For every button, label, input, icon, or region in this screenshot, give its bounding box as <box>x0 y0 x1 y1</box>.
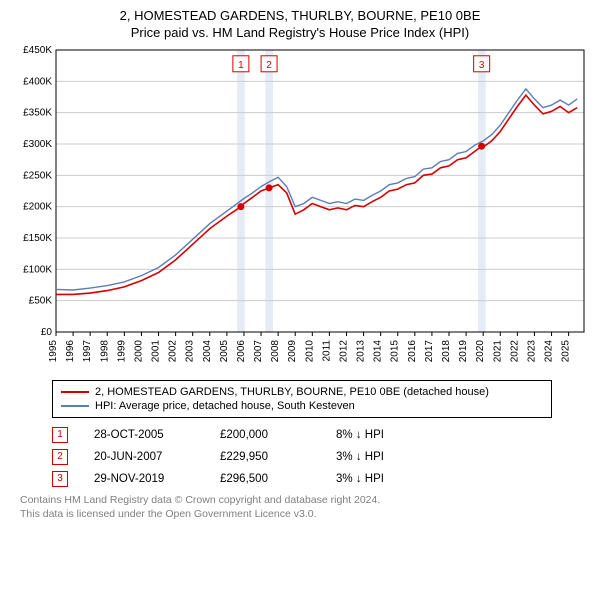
x-tick-label: 2019 <box>458 339 469 362</box>
sale-marker-box: 1 <box>52 427 68 443</box>
legend-label-property: 2, HOMESTEAD GARDENS, THURLBY, BOURNE, P… <box>95 386 489 398</box>
x-tick-label: 2002 <box>168 339 179 362</box>
x-tick-label: 1995 <box>48 339 59 362</box>
sales-row: 3 29-NOV-2019 £296,500 3% ↓ HPI <box>52 468 590 490</box>
chart-area: £0 £50K £100K £150K £200K £250K £300K £350K £400… <box>10 44 590 374</box>
chart-title-line1: 2, HOMESTEAD GARDENS, THURLBY, BOURNE, P… <box>10 8 590 25</box>
x-tick-label: 2020 <box>475 339 486 362</box>
sale-dot <box>266 184 273 191</box>
y-tick-label: £250K <box>23 170 52 181</box>
sale-pct: 3% ↓ HPI <box>336 473 426 485</box>
sales-table: 1 28-OCT-2005 £200,000 8% ↓ HPI 2 20-JUN-2007… <box>52 424 590 490</box>
x-tick-label: 2014 <box>373 339 384 362</box>
sale-price: £200,000 <box>220 429 310 441</box>
sale-band <box>478 50 486 332</box>
x-tick-label: 2004 <box>202 339 213 362</box>
x-tick-label: 2021 <box>492 339 503 362</box>
x-tick-label: 2015 <box>390 339 401 362</box>
sale-date: 28-OCT-2005 <box>94 429 194 441</box>
y-tick-label: £150K <box>23 233 52 244</box>
x-tick-label: 2025 <box>561 339 572 362</box>
sale-marker-num: 1 <box>238 60 244 71</box>
x-tick-label: 2003 <box>185 339 196 362</box>
x-tick-label: 2007 <box>253 339 264 362</box>
x-tick-label: 2008 <box>270 339 281 362</box>
y-tick-label: £50K <box>29 296 53 307</box>
legend-row-hpi: HPI: Average price, detached house, Sout… <box>61 399 543 413</box>
x-tick-label: 2013 <box>356 339 367 362</box>
y-tick-label: £450K <box>23 45 52 56</box>
sale-dot <box>478 143 485 150</box>
y-tick-label: £300K <box>23 139 52 150</box>
y-tick-label: £350K <box>23 108 52 119</box>
sale-dot <box>237 203 244 210</box>
legend-row-property: 2, HOMESTEAD GARDENS, THURLBY, BOURNE, P… <box>61 385 543 399</box>
y-tick-label: £0 <box>41 327 53 338</box>
sale-date: 20-JUN-2007 <box>94 451 194 463</box>
x-tick-label: 1996 <box>65 339 76 362</box>
x-tick-label: 2022 <box>509 339 520 362</box>
x-tick-label: 2005 <box>219 339 230 362</box>
legend-swatch-property <box>61 391 89 393</box>
x-tick-label: 2012 <box>338 339 349 362</box>
sale-marker-num: 3 <box>479 60 485 71</box>
x-tick-label: 2001 <box>151 339 162 362</box>
x-tick-label: 2018 <box>441 339 452 362</box>
y-tick-label: £400K <box>23 76 52 87</box>
y-tick-label: £100K <box>23 264 52 275</box>
x-tick-label: 1999 <box>116 339 127 362</box>
x-tick-label: 2023 <box>526 339 537 362</box>
x-tick-label: 1997 <box>82 339 93 362</box>
sale-band <box>237 50 245 332</box>
y-tick-label: £200K <box>23 202 52 213</box>
sale-marker-num: 2 <box>266 60 272 71</box>
x-tick-label: 2010 <box>304 339 315 362</box>
x-tick-label: 2016 <box>407 339 418 362</box>
sales-row: 1 28-OCT-2005 £200,000 8% ↓ HPI <box>52 424 590 446</box>
sales-row: 2 20-JUN-2007 £229,950 3% ↓ HPI <box>52 446 590 468</box>
x-tick-label: 2009 <box>287 339 298 362</box>
sale-marker-box: 3 <box>52 471 68 487</box>
legend-label-hpi: HPI: Average price, detached house, Sout… <box>95 400 355 412</box>
x-tick-label: 2017 <box>424 339 435 362</box>
x-tick-label: 2006 <box>236 339 247 362</box>
sale-date: 29-NOV-2019 <box>94 473 194 485</box>
footnote-line1: Contains HM Land Registry data © Crown c… <box>20 494 590 508</box>
sale-pct: 8% ↓ HPI <box>336 429 426 441</box>
x-tick-label: 2024 <box>544 339 555 362</box>
x-tick-label: 1998 <box>99 339 110 362</box>
x-tick-label: 2000 <box>133 339 144 362</box>
sale-price: £229,950 <box>220 451 310 463</box>
legend-box: 2, HOMESTEAD GARDENS, THURLBY, BOURNE, P… <box>52 380 552 418</box>
footnote: Contains HM Land Registry data © Crown c… <box>20 494 590 521</box>
sale-marker-box: 2 <box>52 449 68 465</box>
chart-title-line2: Price paid vs. HM Land Registry's House … <box>10 25 590 40</box>
footnote-line2: This data is licensed under the Open Gov… <box>20 508 590 522</box>
sale-pct: 3% ↓ HPI <box>336 451 426 463</box>
legend-swatch-hpi <box>61 405 89 407</box>
chart-svg: £0 £50K £100K £150K £200K £250K £300K £350K £400… <box>10 44 590 374</box>
x-tick-label: 2011 <box>321 339 332 361</box>
sale-price: £296,500 <box>220 473 310 485</box>
